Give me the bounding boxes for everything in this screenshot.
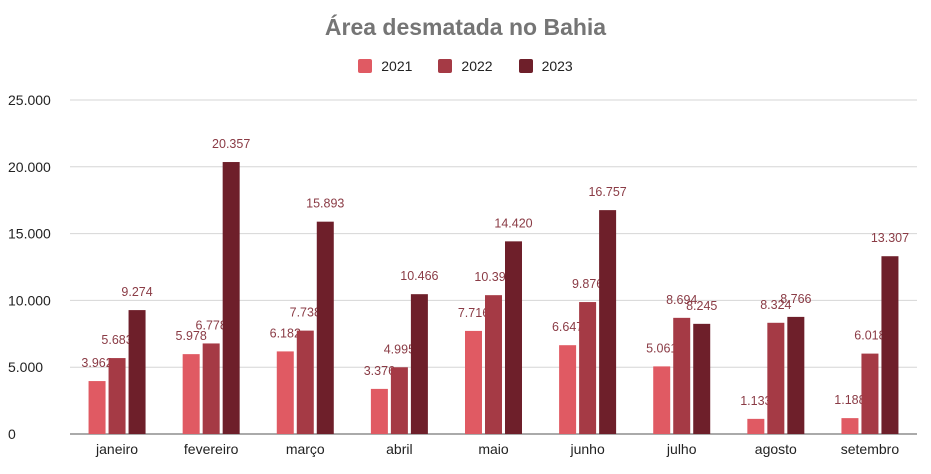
y-tick-label: 20.000 xyxy=(8,159,51,175)
legend-label: 2023 xyxy=(541,58,573,74)
y-tick-label: 15.000 xyxy=(8,226,51,242)
data-label: 6.018 xyxy=(854,329,885,343)
data-label: 14.420 xyxy=(494,216,532,230)
bar-2023-setembro xyxy=(881,256,899,434)
bar-2022-março xyxy=(296,330,314,434)
legend-item-2023: 2023 xyxy=(518,58,573,74)
data-label: 5.061 xyxy=(646,341,677,355)
x-tick-label: março xyxy=(286,441,325,457)
legend-swatch xyxy=(438,59,453,73)
data-label: 3.962 xyxy=(81,356,112,370)
bar-2023-janeiro xyxy=(128,310,146,434)
data-label: 8.245 xyxy=(686,299,717,313)
data-label: 20.357 xyxy=(212,137,250,151)
bar-2023-junho xyxy=(599,210,617,434)
bar-2021-janeiro xyxy=(88,381,106,434)
bar-2023-agosto xyxy=(787,316,805,434)
data-label: 5.978 xyxy=(176,329,207,343)
data-label: 5.683 xyxy=(101,333,132,347)
bar-2021-maio xyxy=(465,330,482,434)
legend-swatch xyxy=(358,59,373,73)
x-tick-label: abril xyxy=(386,441,412,457)
x-tick-label: maio xyxy=(478,441,509,457)
bar-2021-março xyxy=(276,351,294,434)
data-label: 8.694 xyxy=(666,293,697,307)
bar-2022-julho xyxy=(673,317,691,434)
data-label: 8.766 xyxy=(780,292,811,306)
x-tick-label: julho xyxy=(666,441,697,457)
bar-2022-agosto xyxy=(767,322,785,434)
bar-2021-junho xyxy=(559,345,577,434)
bar-2021-julho xyxy=(653,366,671,434)
data-label: 3.376 xyxy=(364,364,395,378)
x-tick-label: agosto xyxy=(755,441,797,457)
legend-label: 2022 xyxy=(461,58,493,74)
data-label: 6.182 xyxy=(270,326,301,340)
data-label: 15.893 xyxy=(306,197,344,211)
data-label: 10.466 xyxy=(400,269,438,283)
legend-label: 2021 xyxy=(381,58,413,74)
bar-2021-setembro xyxy=(841,418,859,434)
data-label: 1.133 xyxy=(740,394,771,408)
bar-2021-agosto xyxy=(747,418,765,434)
bar-2022-fevereiro xyxy=(202,343,220,434)
bar-2023-julho xyxy=(693,323,711,434)
x-tick-label: janeiro xyxy=(95,441,138,457)
legend-item-2021: 2021 xyxy=(358,58,412,74)
data-label: 1.188 xyxy=(834,393,865,407)
bar-2021-abril xyxy=(370,388,388,434)
x-tick-label: setembro xyxy=(841,441,900,457)
data-label: 8.324 xyxy=(760,298,791,312)
data-label: 7.716 xyxy=(458,306,489,320)
bar-2022-maio xyxy=(485,295,502,434)
legend-item-2022: 2022 xyxy=(438,58,493,74)
data-label: 4.995 xyxy=(384,342,415,356)
y-tick-label: 10.000 xyxy=(8,292,51,308)
bar-2023-maio xyxy=(505,241,522,434)
bar-2022-janeiro xyxy=(108,358,126,434)
data-label: 7.738 xyxy=(290,306,321,320)
bar-2021-fevereiro xyxy=(182,354,200,434)
x-tick-label: junho xyxy=(569,441,604,457)
x-tick-label: fevereiro xyxy=(184,441,239,457)
bar-2022-junho xyxy=(579,302,597,434)
y-tick-label: 0 xyxy=(8,426,16,442)
y-tick-label: 25.000 xyxy=(8,92,51,108)
data-label: 9.876 xyxy=(572,277,603,291)
chart-title: Área desmatada no Bahia xyxy=(324,14,607,40)
data-label: 9.274 xyxy=(121,285,152,299)
legend: 2021 2022 2023 xyxy=(0,58,931,74)
data-label: 6.647 xyxy=(552,320,583,334)
bar-2023-fevereiro xyxy=(222,162,240,434)
y-tick-label: 5.000 xyxy=(8,359,43,375)
bar-2022-abril xyxy=(390,367,408,434)
data-label: 13.307 xyxy=(871,231,909,245)
bar-2023-abril xyxy=(410,294,428,434)
data-label: 6.778 xyxy=(196,318,227,332)
data-label: 16.757 xyxy=(588,185,626,199)
bar-2022-setembro xyxy=(861,353,879,434)
legend-swatch xyxy=(518,59,533,73)
data-label: 10.392 xyxy=(474,270,512,284)
bar-2023-março xyxy=(316,221,334,434)
